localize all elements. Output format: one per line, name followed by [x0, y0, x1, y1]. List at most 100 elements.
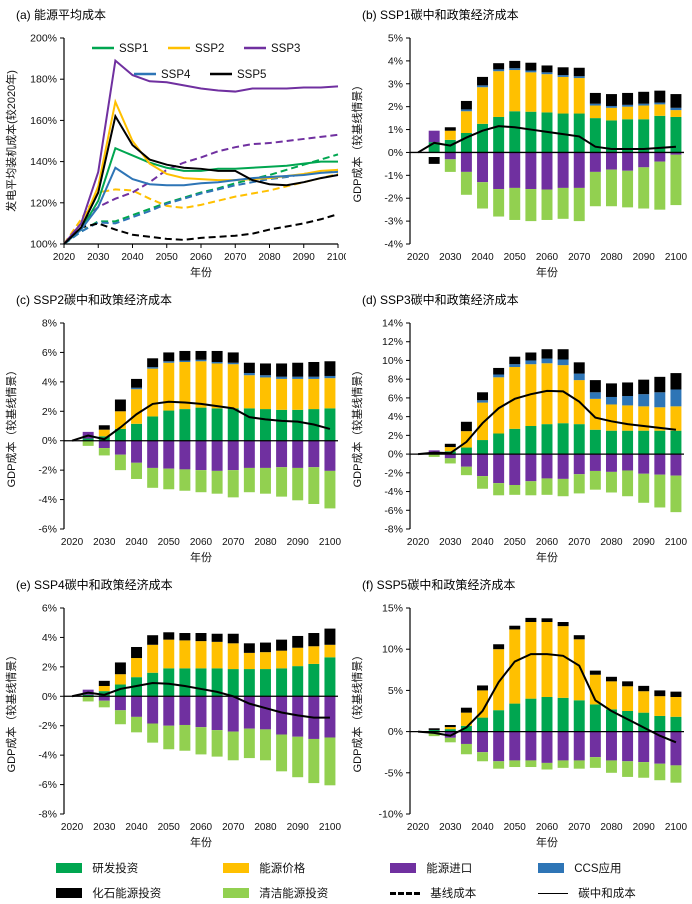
y-axis-label: GDP成本（较基线情景）	[350, 650, 364, 773]
bar-segment	[292, 696, 304, 737]
bar-segment	[638, 91, 650, 104]
bar-segment	[541, 349, 553, 359]
bar-segment	[622, 92, 634, 105]
legend-label: 碳中和成本	[578, 888, 636, 900]
bar-segment	[493, 710, 505, 732]
bar-segment	[211, 668, 223, 697]
y-tick-label: -6%	[384, 505, 403, 517]
bar-segment	[605, 681, 617, 710]
bar-segment	[444, 447, 456, 452]
bar-segment	[541, 454, 553, 479]
bar-segment	[308, 646, 320, 664]
bar-segment	[557, 365, 569, 424]
y-tick-label: -4%	[38, 750, 57, 762]
bar-segment	[98, 680, 110, 686]
bar-segment	[82, 694, 94, 697]
bar-segment	[211, 350, 223, 362]
y-tick-label: 12%	[382, 336, 403, 348]
bar-segment	[622, 106, 634, 120]
bar-segment	[163, 352, 175, 362]
bar-segment	[654, 392, 666, 408]
x-axis-label: 年份	[190, 265, 212, 279]
bar-segment	[460, 743, 472, 755]
bar-segment	[460, 431, 472, 448]
y-tick-label: -8%	[38, 809, 57, 821]
bar-segment	[276, 409, 288, 441]
x-tick-label: 2060	[190, 252, 213, 263]
bar-segment	[654, 152, 666, 162]
bar-segment	[589, 454, 601, 471]
chart-energy-average-cost: 100% 120% 140% 160% 180% 200% 2020 2030 2040 2050…	[4, 33, 346, 280]
plot-area: -4% -3% -2% -1% 0% 1% 2% 3% 4% 5% 2020 2030 2040 2050…	[350, 33, 688, 280]
bar-segment	[211, 641, 223, 669]
bar-segment	[444, 159, 456, 172]
x-tick-label: 2080	[600, 537, 623, 548]
bar-segment	[589, 429, 601, 455]
bar-segment	[670, 691, 682, 697]
bar-segment	[509, 68, 521, 71]
bar-segment	[444, 127, 456, 131]
series-line-SSP5	[63, 113, 339, 245]
bar-segment	[147, 644, 159, 673]
bar-segment	[308, 361, 320, 377]
bar-segment	[541, 152, 553, 190]
y-tick-label: 6%	[42, 603, 57, 615]
bar-segment	[541, 618, 553, 623]
bar-segment	[622, 761, 634, 777]
bar-segment	[670, 107, 682, 111]
bar-segment	[98, 440, 110, 449]
bar-segment	[493, 731, 505, 762]
carbon-neutral-cost-line	[417, 653, 677, 744]
x-tick-label: 2060	[190, 537, 213, 548]
bar-segment	[557, 423, 569, 455]
bar-segment	[195, 407, 207, 441]
bar-segment	[211, 408, 223, 441]
bar-segment	[460, 466, 472, 476]
bar-segment	[444, 458, 456, 464]
panel-b: (b) SSP1碳中和政策经济成本 -4% -3% -2% -1% 0% 1% 2% 3% 4%…	[346, 0, 692, 285]
chart-ssp2-gdp-cost: -6% -4% -2% 0% 2% 4% 6% 8% 2020 2030 2040 2050 2060 2…	[4, 318, 342, 565]
bar-segment	[573, 187, 585, 222]
panel-c-title: (c) SSP2碳中和政策经济成本	[16, 293, 173, 307]
panel-b-title: (b) SSP1碳中和政策经济成本	[362, 8, 519, 22]
bar-segment	[444, 729, 456, 732]
legend-label: 研发投资	[92, 863, 139, 875]
bar-segment	[243, 373, 255, 376]
bar-segment	[292, 647, 304, 667]
bar-segment	[131, 387, 143, 390]
bar-segment	[573, 760, 585, 769]
bar-segment	[428, 157, 440, 164]
bar-segment	[509, 428, 521, 455]
bar-segment	[195, 727, 207, 755]
bar-segment	[98, 685, 110, 692]
bar-segment	[147, 696, 159, 724]
y-tick-label: 4%	[42, 376, 57, 388]
bar-segment	[525, 760, 537, 768]
bar-segment	[589, 105, 601, 119]
bar-segment	[131, 440, 143, 463]
bar-segment	[460, 712, 472, 726]
bar-segment	[292, 736, 304, 778]
bar-segment	[114, 440, 126, 455]
bar-segment	[179, 633, 191, 641]
x-tick-label: 2090	[633, 822, 656, 833]
bar-segment	[98, 700, 110, 708]
bar-segment	[493, 649, 505, 711]
y-tick-label: 1%	[388, 124, 403, 136]
bar-segment	[292, 362, 304, 377]
bar-segment	[114, 662, 126, 675]
bar-segment	[638, 691, 650, 713]
y-tick-label: 4%	[42, 632, 57, 644]
bar-segment	[324, 361, 336, 376]
x-tick-label: 2100	[665, 822, 688, 833]
bar-segment	[654, 696, 666, 716]
bar-segment	[195, 350, 207, 360]
bar-segment	[82, 696, 94, 702]
series-line-SSP1基线	[63, 153, 339, 245]
bar-segment	[460, 109, 472, 112]
bar-segment	[589, 470, 601, 490]
bar-segment	[243, 669, 255, 697]
bar-segment	[227, 408, 239, 441]
y-tick-label: 0%	[388, 147, 403, 159]
bar-segment	[477, 152, 489, 183]
